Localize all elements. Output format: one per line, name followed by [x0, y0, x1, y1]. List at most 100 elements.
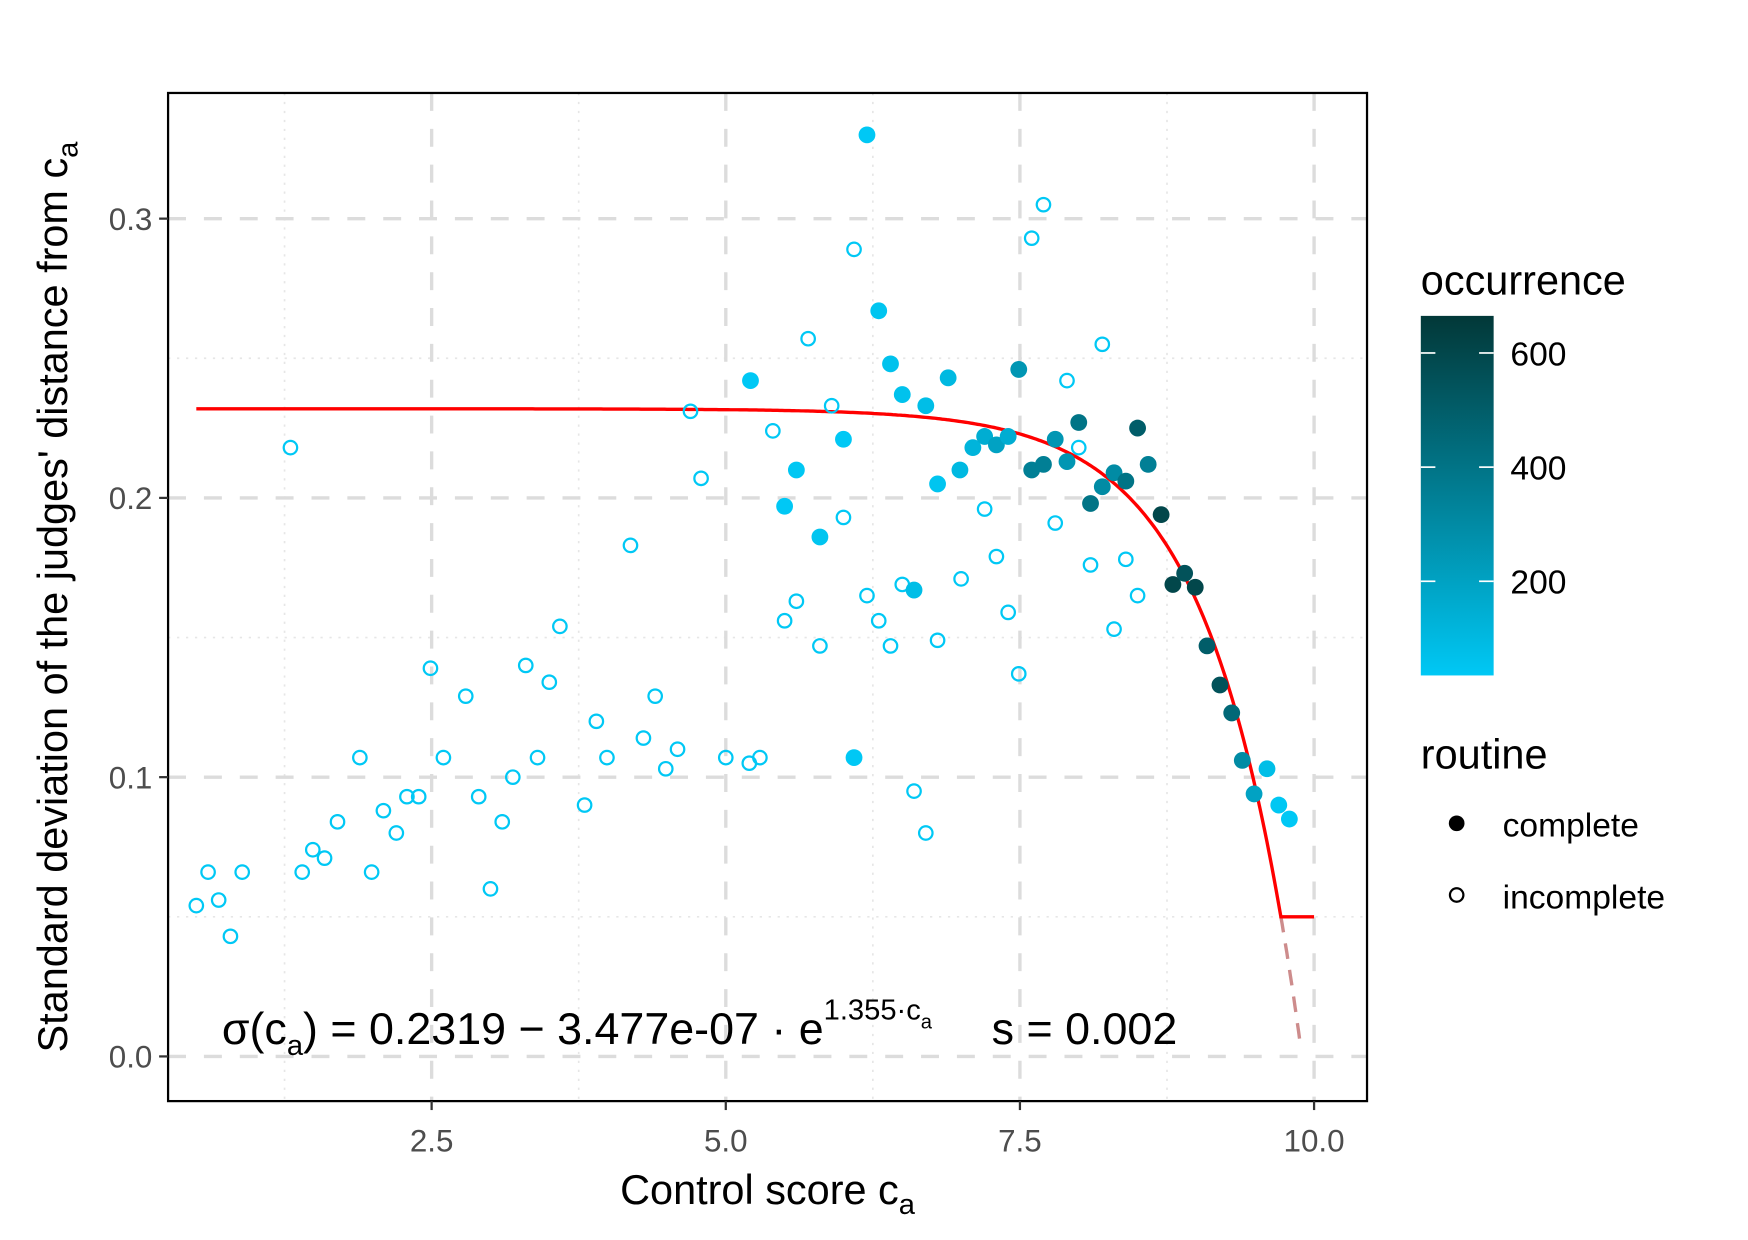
complete-point [787, 461, 805, 479]
incomplete-point [304, 841, 321, 858]
y-tick-label: 0.0 [109, 1040, 153, 1075]
color-legend-ticks: 200 400 600 [1420, 336, 1567, 602]
complete-point [917, 397, 935, 415]
incomplete-point [388, 825, 405, 841]
complete-point [858, 126, 876, 144]
complete-point [811, 528, 829, 546]
eq-body: ) = 0.2319 − 3.477e-07 · e [303, 1004, 824, 1054]
complete-point [1117, 472, 1135, 490]
incomplete-point [494, 814, 511, 830]
incomplete-point [316, 850, 333, 866]
incomplete-point [752, 749, 768, 766]
incomplete-point [846, 241, 862, 258]
x-axis-title: Control score ca [620, 1166, 916, 1221]
incomplete-point [576, 797, 593, 813]
complete-point [929, 475, 946, 493]
complete-point [1176, 564, 1194, 582]
incomplete-point [1082, 557, 1099, 573]
incomplete-point [188, 897, 205, 914]
complete-point [835, 430, 852, 448]
color-tick-label: 400 [1510, 450, 1566, 487]
complete-point [1233, 752, 1251, 769]
complete-point [1245, 785, 1263, 803]
incomplete-point [588, 713, 605, 730]
incomplete-point [363, 864, 380, 880]
incomplete-point [599, 749, 615, 766]
x-tick-label: 5.0 [704, 1124, 748, 1159]
incomplete-point [776, 612, 793, 629]
y-tick-label: 0.1 [109, 760, 153, 795]
complete-point [1093, 478, 1111, 496]
complete-point [1211, 676, 1229, 694]
complete-point [964, 439, 982, 457]
incomplete-point [457, 688, 474, 705]
complete-point [1105, 464, 1123, 482]
eq-exponent: 1.355·c [824, 994, 921, 1026]
complete-point [742, 372, 759, 390]
incomplete-point [375, 802, 392, 819]
incomplete-point [788, 593, 805, 610]
incomplete-point [1000, 604, 1017, 621]
incomplete-point [1129, 587, 1146, 604]
incomplete-point [1023, 230, 1040, 247]
incomplete-point [470, 788, 487, 805]
incomplete-point [222, 928, 239, 945]
legend-incomplete-label: incomplete [1503, 879, 1665, 916]
incomplete-point [835, 509, 852, 526]
annotation-s: s = 0.002 [992, 1004, 1178, 1054]
incomplete-point [1070, 439, 1087, 456]
incomplete-point [635, 730, 652, 746]
incomplete-point [294, 864, 311, 880]
incomplete-point [504, 769, 521, 786]
incomplete-point [812, 638, 828, 654]
incomplete-point [765, 423, 781, 439]
incomplete-point [622, 537, 639, 554]
eq-exponent-sub: a [921, 1011, 933, 1033]
incomplete-point [823, 397, 840, 414]
incomplete-point [859, 587, 875, 604]
incomplete-point [282, 439, 299, 456]
incomplete-point [200, 864, 216, 880]
eq-sigma-sub: a [287, 1030, 304, 1062]
complete-point [1058, 453, 1076, 470]
annotation-equation: σ(ca) = 0.2319 − 3.477e-07 · e1.355·ca [222, 994, 933, 1062]
legend-complete-label: complete [1503, 808, 1639, 845]
incomplete-point [669, 741, 686, 758]
incomplete-point [917, 825, 934, 841]
incomplete-point [929, 632, 946, 649]
incomplete-point [647, 688, 664, 705]
incomplete-point [800, 330, 816, 347]
x-axis-title-main: Control score c [620, 1166, 899, 1213]
incomplete-point [1035, 196, 1052, 213]
y-tick-label: 0.3 [109, 202, 153, 237]
incomplete-point [1094, 336, 1111, 353]
color-tick-label: 200 [1510, 565, 1566, 602]
color-legend-bar [1420, 315, 1494, 676]
x-axis-title-sub: a [899, 1189, 916, 1221]
complete-point [1010, 361, 1028, 378]
incomplete-point [870, 612, 887, 629]
complete-point [845, 749, 863, 767]
incomplete-point [1010, 665, 1027, 682]
y-axis-title: Standard deviation of the judges' distan… [29, 141, 84, 1053]
complete-point [1046, 430, 1064, 448]
complete-point [1152, 506, 1170, 524]
complete-point [939, 369, 957, 387]
color-legend-title: occurrence [1421, 257, 1626, 304]
complete-point [1280, 810, 1298, 828]
fit-curve [196, 407, 1315, 919]
incomplete-point [234, 864, 251, 880]
complete-point [987, 436, 1005, 454]
incomplete-point [210, 892, 227, 908]
complete-point [1270, 796, 1288, 814]
incomplete-point [906, 783, 922, 799]
incomplete-point [552, 618, 568, 635]
incomplete-point [1117, 551, 1134, 568]
incomplete-point [482, 881, 499, 897]
incomplete-point [352, 749, 368, 766]
incomplete-point [435, 749, 452, 766]
data-points [188, 126, 1298, 945]
x-tick-label: 7.5 [998, 1124, 1042, 1159]
complete-point [1139, 455, 1157, 473]
shape-legend-title: routine [1421, 730, 1548, 777]
